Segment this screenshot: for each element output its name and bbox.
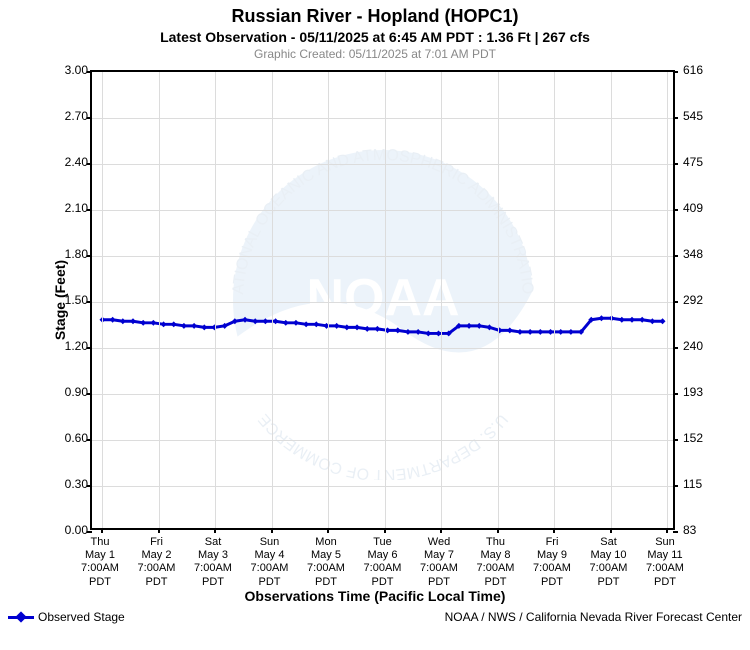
y-right-tick-label: 616 xyxy=(683,63,703,77)
x-tick-label: ThuMay 87:00AMPDT xyxy=(477,536,515,589)
y-left-tick-label: 2.70 xyxy=(65,109,88,123)
y-right-tick-label: 475 xyxy=(683,155,703,169)
y-right-tick-label: 193 xyxy=(683,385,703,399)
x-tick-label: SatMay 107:00AMPDT xyxy=(590,536,628,589)
x-tick-label: FriMay 97:00AMPDT xyxy=(533,536,571,589)
y-right-tick-label: 348 xyxy=(683,247,703,261)
x-tick-label: SunMay 47:00AMPDT xyxy=(251,536,289,589)
observed-stage-line xyxy=(92,72,673,528)
chart-title: Russian River - Hopland (HOPC1) xyxy=(0,6,750,27)
y-left-tick-label: 0.90 xyxy=(65,385,88,399)
chart-created: Graphic Created: 05/11/2025 at 7:01 AM P… xyxy=(0,47,750,61)
y-left-tick-label: 2.10 xyxy=(65,201,88,215)
y-left-tick-label: 0.60 xyxy=(65,431,88,445)
y-left-tick-label: 2.40 xyxy=(65,155,88,169)
x-tick-label: TueMay 67:00AMPDT xyxy=(364,536,402,589)
footer-attribution: NOAA / NWS / California Nevada River For… xyxy=(445,610,742,624)
legend: Observed Stage xyxy=(8,610,125,624)
legend-swatch xyxy=(8,616,34,619)
y-axis-left: 0.000.300.600.901.201.501.802.102.402.70… xyxy=(58,70,88,530)
y-left-tick-label: 1.50 xyxy=(65,293,88,307)
chart-subtitle: Latest Observation - 05/11/2025 at 6:45 … xyxy=(0,29,750,45)
x-tick-label: SunMay 117:00AMPDT xyxy=(646,536,684,589)
y-right-tick-label: 152 xyxy=(683,431,703,445)
y-right-tick-label: 545 xyxy=(683,109,703,123)
x-tick-label: SatMay 37:00AMPDT xyxy=(194,536,232,589)
y-right-tick-label: 240 xyxy=(683,339,703,353)
x-tick-label: MonMay 57:00AMPDT xyxy=(307,536,345,589)
y-right-tick-label: 83 xyxy=(683,523,696,537)
y-left-tick-label: 1.80 xyxy=(65,247,88,261)
y-left-tick-label: 3.00 xyxy=(65,63,88,77)
y-left-tick-label: 1.20 xyxy=(65,339,88,353)
y-right-tick-label: 409 xyxy=(683,201,703,215)
chart-container: Russian River - Hopland (HOPC1) Latest O… xyxy=(0,0,750,650)
x-tick-label: WedMay 77:00AMPDT xyxy=(420,536,458,589)
x-tick-label: ThuMay 17:00AMPDT xyxy=(81,536,119,589)
y-axis-right: 83115152193240292348409475545616 xyxy=(677,70,707,530)
y-left-tick-label: 0.30 xyxy=(65,477,88,491)
legend-label: Observed Stage xyxy=(38,610,125,624)
title-block: Russian River - Hopland (HOPC1) Latest O… xyxy=(0,0,750,61)
plot-area: NOAA NATIONAL OCEANIC AND ATMOSPHERIC AD… xyxy=(90,70,675,530)
x-tick-label: FriMay 27:00AMPDT xyxy=(138,536,176,589)
y-right-tick-label: 115 xyxy=(683,477,702,491)
y-right-tick-label: 292 xyxy=(683,293,703,307)
x-axis-label: Observations Time (Pacific Local Time) xyxy=(245,588,506,604)
y-left-tick-label: 0.00 xyxy=(65,523,88,537)
